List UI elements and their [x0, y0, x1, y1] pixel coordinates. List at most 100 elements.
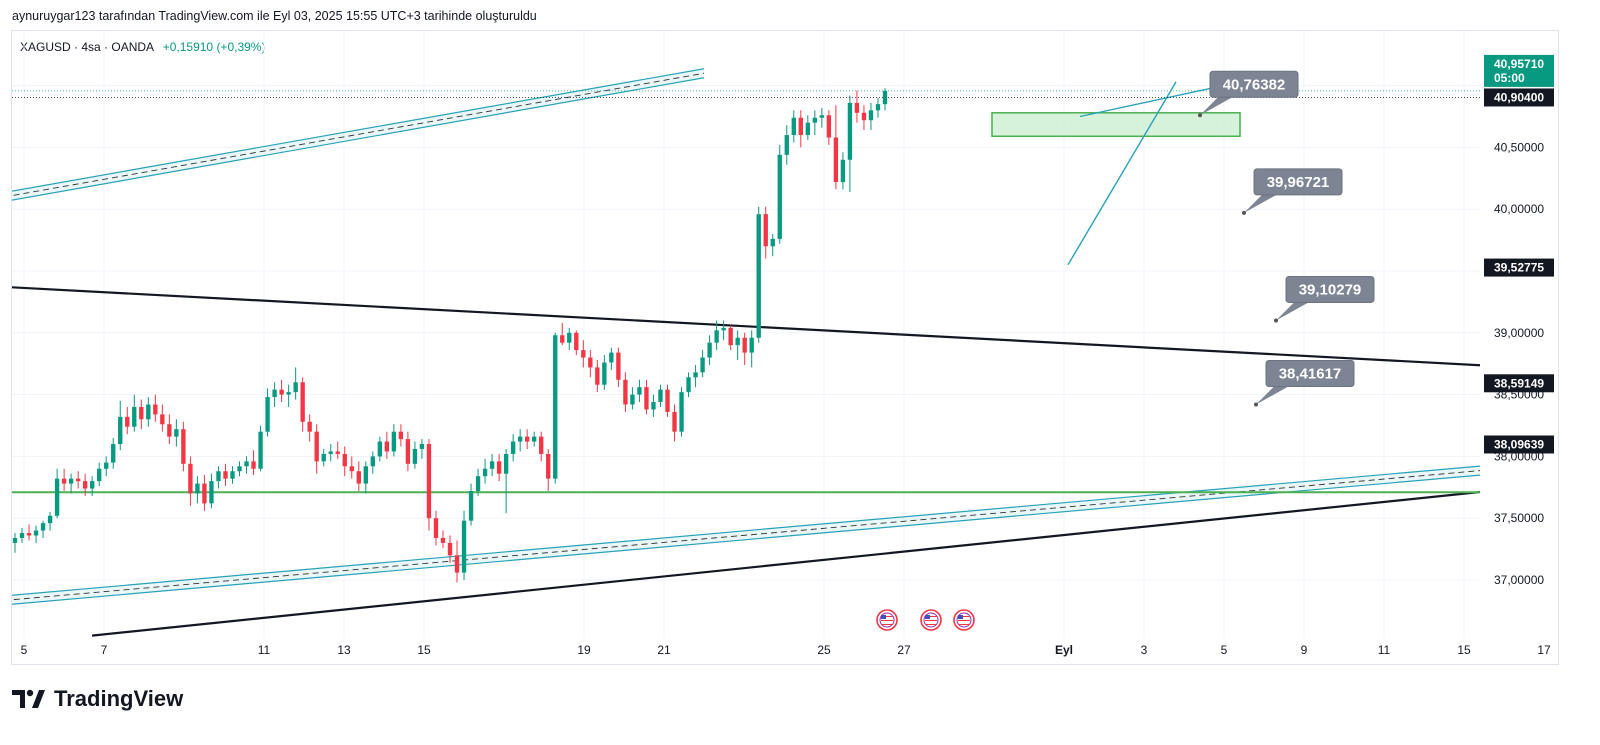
wedge-line-5[interactable] — [1067, 81, 1177, 266]
candle[interactable] — [195, 476, 200, 504]
candle[interactable] — [532, 431, 537, 447]
candle[interactable] — [181, 421, 186, 472]
channel-upper-line[interactable] — [0, 68, 705, 196]
candle[interactable] — [174, 419, 179, 447]
us-flag-event-icon[interactable] — [876, 609, 898, 631]
candle[interactable] — [90, 476, 95, 496]
candle[interactable] — [735, 330, 740, 360]
time-axis[interactable]: 5711131519212527Eyl3591115171923 — [21, 643, 1600, 657]
candle[interactable] — [139, 399, 144, 430]
candle[interactable] — [882, 88, 888, 111]
candle[interactable] — [503, 448, 509, 514]
channel-lines[interactable] — [0, 68, 1600, 607]
parallel-channel-3[interactable] — [0, 436, 1600, 607]
wedge-line-6[interactable] — [1079, 87, 1213, 118]
candle[interactable] — [833, 105, 839, 190]
candle[interactable] — [714, 320, 719, 351]
candle[interactable] — [770, 233, 775, 257]
candle[interactable] — [602, 355, 607, 390]
channel-lower-line[interactable] — [0, 445, 1600, 607]
candle[interactable] — [517, 429, 523, 452]
candle[interactable] — [426, 439, 432, 531]
candle[interactable] — [651, 394, 656, 417]
candle[interactable] — [293, 367, 298, 400]
price-callout-3[interactable]: 38,41617 — [1254, 359, 1355, 407]
candle[interactable] — [40, 520, 46, 538]
candle[interactable] — [574, 330, 579, 356]
candle[interactable] — [265, 388, 270, 437]
candle[interactable] — [819, 107, 825, 128]
candle[interactable] — [560, 322, 565, 346]
zones[interactable] — [991, 112, 1241, 138]
candle[interactable] — [356, 461, 361, 492]
candle[interactable] — [588, 350, 593, 378]
candle[interactable] — [461, 510, 467, 580]
candle[interactable] — [384, 431, 390, 459]
candle[interactable] — [475, 468, 481, 496]
candle[interactable] — [525, 429, 530, 449]
candle[interactable] — [118, 400, 123, 451]
price-axis[interactable]: 37,0000037,5000038,0000038,5000039,00000… — [1494, 140, 1544, 587]
candle[interactable] — [721, 320, 726, 341]
candle[interactable] — [777, 144, 782, 244]
candle[interactable] — [97, 462, 102, 487]
price-annotations[interactable]: 40,76382 39,96721 39,10279 38,41617 — [1198, 70, 1375, 407]
candle[interactable] — [398, 424, 404, 447]
parallel-channel-4[interactable] — [0, 68, 705, 205]
candle[interactable] — [693, 364, 698, 388]
candle[interactable] — [700, 350, 705, 378]
candle[interactable] — [349, 456, 354, 479]
candle[interactable] — [370, 451, 375, 474]
candle[interactable] — [321, 448, 326, 467]
candle[interactable] — [644, 379, 649, 415]
channel-upper-line[interactable] — [0, 436, 1600, 598]
candle[interactable] — [33, 525, 39, 543]
candle[interactable] — [279, 379, 284, 403]
candle[interactable] — [854, 90, 860, 123]
candle[interactable] — [763, 206, 768, 259]
candle[interactable] — [847, 95, 853, 192]
candle[interactable] — [167, 414, 172, 445]
candle[interactable] — [630, 387, 635, 410]
candle[interactable] — [749, 330, 754, 368]
symbol-legend[interactable]: XAGUSD · 4sa · OANDA +0,15910 (+0,39%) — [20, 40, 265, 54]
candle[interactable] — [12, 533, 18, 553]
price-callout-2[interactable]: 39,10279 — [1274, 275, 1375, 323]
candle[interactable] — [637, 379, 642, 403]
channel-lower-line[interactable] — [0, 77, 705, 205]
candle[interactable] — [47, 512, 53, 531]
candle[interactable] — [868, 102, 874, 131]
us-flag-event-icon[interactable] — [920, 609, 942, 631]
candle[interactable] — [433, 510, 439, 546]
candle[interactable] — [202, 474, 207, 511]
candle[interactable] — [244, 456, 249, 474]
callout-box[interactable] — [1253, 168, 1343, 196]
candle[interactable] — [258, 425, 263, 472]
candle[interactable] — [307, 414, 312, 442]
candle[interactable] — [812, 110, 818, 136]
candle[interactable] — [616, 347, 621, 388]
candle[interactable] — [412, 441, 418, 469]
candle[interactable] — [419, 439, 425, 459]
candle[interactable] — [342, 446, 347, 477]
candle[interactable] — [707, 335, 712, 365]
candle[interactable] — [286, 384, 291, 407]
candle[interactable] — [686, 372, 691, 398]
candle[interactable] — [335, 441, 340, 459]
trend-lines[interactable] — [0, 81, 1600, 637]
candle[interactable] — [665, 384, 670, 417]
candle[interactable] — [104, 456, 109, 477]
candle[interactable] — [581, 340, 586, 368]
candle[interactable] — [742, 332, 747, 365]
callout-box[interactable] — [1209, 70, 1299, 98]
candle[interactable] — [875, 97, 881, 118]
candle[interactable] — [595, 359, 600, 393]
candle[interactable] — [609, 347, 614, 370]
candle[interactable] — [146, 397, 151, 427]
price-callout-1[interactable]: 39,96721 — [1242, 168, 1343, 215]
event-icons[interactable] — [876, 609, 975, 631]
candles[interactable] — [12, 88, 888, 583]
trend-line-0[interactable] — [0, 286, 1600, 384]
candle[interactable] — [805, 115, 810, 140]
